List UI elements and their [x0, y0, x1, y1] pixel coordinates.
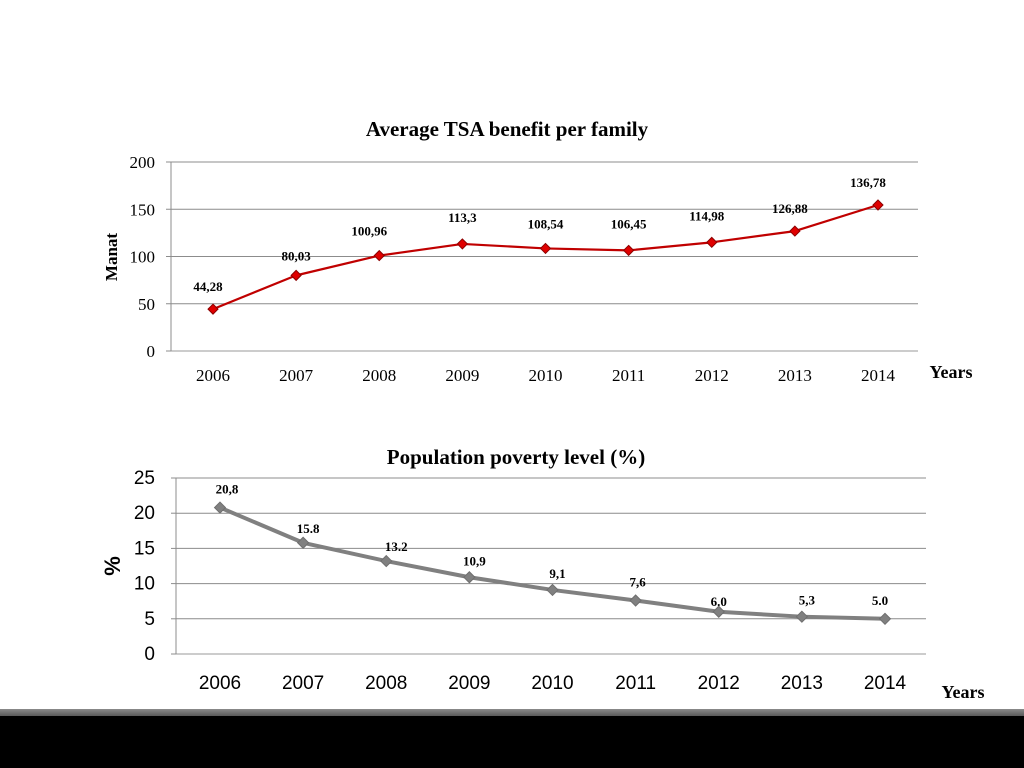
data-label: 15.8: [297, 521, 320, 536]
data-point: [706, 236, 718, 249]
x-axis-label: Years: [930, 362, 973, 382]
data-label: 6.0: [711, 594, 727, 609]
data-point: [290, 269, 302, 282]
data-point: [878, 612, 892, 626]
data-point: [463, 571, 476, 584]
data-label: 13.2: [385, 539, 408, 554]
y-tick-label: 15: [134, 538, 155, 559]
x-tick-label: 2009: [448, 673, 490, 694]
data-label: 44,28: [193, 279, 223, 294]
y-tick-label: 100: [130, 248, 156, 267]
data-label: 114,98: [689, 208, 725, 223]
x-tick-label: 2008: [365, 673, 407, 694]
y-tick-label: 0: [144, 644, 155, 665]
x-tick-label: 2011: [615, 673, 656, 694]
data-point: [456, 238, 469, 250]
chart-title: Population poverty level (%): [387, 445, 645, 469]
y-axis-label: Manat: [102, 233, 121, 282]
x-tick-label: 2014: [861, 366, 896, 385]
data-point: [373, 249, 385, 262]
x-tick-label: 2010: [531, 673, 573, 694]
x-tick-label: 2006: [196, 366, 230, 385]
data-point: [872, 199, 884, 211]
y-tick-label: 0: [147, 342, 156, 361]
x-tick-label: 2006: [199, 673, 241, 694]
data-point: [546, 583, 559, 597]
data-point: [296, 536, 310, 549]
data-point: [712, 605, 725, 618]
data-label: 20,8: [216, 482, 239, 497]
y-tick-label: 150: [130, 200, 156, 219]
y-tick-label: 5: [144, 609, 155, 630]
footer-strip: [0, 709, 1024, 716]
data-point: [622, 244, 635, 257]
data-label: 136,78: [850, 175, 886, 190]
x-tick-label: 2012: [695, 366, 729, 385]
data-point: [795, 610, 809, 623]
data-point: [789, 225, 801, 237]
data-label: 9,1: [549, 566, 565, 581]
x-tick-label: 2013: [781, 673, 823, 694]
y-tick-label: 20: [134, 503, 155, 524]
chart-tsa-benefit: Average TSA benefit per family Manat Yea…: [102, 117, 973, 385]
footer-bar: [0, 716, 1024, 768]
x-tick-label: 2012: [698, 673, 740, 694]
chart-poverty-level: Population poverty level (%) % Years 0 5 1…: [100, 445, 985, 702]
x-tick-label: 2011: [612, 366, 645, 385]
data-label: 7,6: [630, 574, 647, 589]
data-label: 5,3: [799, 593, 816, 608]
data-label: 10,9: [463, 553, 486, 568]
data-point: [629, 594, 642, 607]
y-tick-label: 25: [134, 468, 155, 489]
y-axis-label: %: [100, 556, 125, 576]
x-tick-label: 2009: [445, 366, 479, 385]
series-line: [219, 505, 886, 621]
x-tick-label: 2010: [529, 366, 563, 385]
data-label: 113,3: [448, 210, 477, 225]
y-tick-label: 10: [134, 574, 155, 595]
x-tick-label: 2008: [362, 366, 396, 385]
data-label: 5.0: [872, 593, 888, 608]
data-label: 80,03: [282, 248, 312, 263]
data-label: 126,88: [772, 201, 808, 216]
y-tick-label: 50: [138, 295, 155, 314]
data-point: [213, 501, 227, 514]
y-tick-label: 200: [130, 153, 156, 172]
x-axis-label: Years: [942, 682, 985, 702]
data-label: 108,54: [528, 216, 564, 231]
data-point: [380, 554, 393, 568]
x-tick-label: 2007: [279, 366, 314, 385]
data-point: [539, 242, 552, 255]
data-label: 100,96: [351, 224, 387, 239]
x-tick-label: 2013: [778, 366, 812, 385]
x-tick-label: 2007: [282, 673, 324, 694]
data-point: [207, 303, 219, 315]
chart-title: Average TSA benefit per family: [366, 117, 649, 141]
x-tick-label: 2014: [864, 673, 907, 694]
data-label: 106,45: [611, 216, 647, 231]
